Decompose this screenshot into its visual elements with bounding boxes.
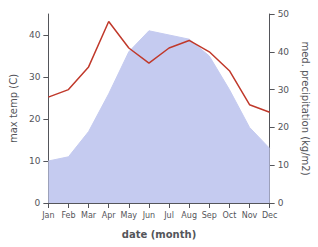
svg-text:30: 30 — [278, 85, 290, 95]
svg-text:May: May — [121, 211, 138, 220]
svg-text:10: 10 — [278, 160, 290, 170]
svg-text:date (month): date (month) — [122, 229, 196, 240]
svg-text:20: 20 — [278, 122, 290, 132]
svg-text:40: 40 — [278, 47, 290, 57]
svg-text:Mar: Mar — [81, 211, 97, 220]
svg-text:Oct: Oct — [222, 211, 236, 220]
svg-text:Nov: Nov — [242, 211, 258, 220]
svg-text:Apr: Apr — [102, 211, 117, 220]
svg-text:10: 10 — [29, 156, 41, 166]
svg-text:50: 50 — [278, 9, 290, 19]
svg-text:Aug: Aug — [181, 211, 197, 220]
svg-text:Jun: Jun — [142, 211, 156, 220]
svg-text:Feb: Feb — [61, 211, 75, 220]
svg-text:med. precipitation (kg/m2): med. precipitation (kg/m2) — [300, 41, 311, 175]
svg-text:20: 20 — [29, 114, 41, 124]
svg-text:Jan: Jan — [41, 211, 54, 220]
svg-text:30: 30 — [29, 72, 41, 82]
svg-text:0: 0 — [278, 198, 284, 208]
svg-text:Dec: Dec — [262, 211, 277, 220]
svg-text:0: 0 — [35, 198, 41, 208]
svg-text:Jul: Jul — [163, 211, 174, 220]
svg-text:40: 40 — [29, 30, 41, 40]
svg-text:Sep: Sep — [202, 211, 217, 220]
svg-text:max temp (C): max temp (C) — [8, 74, 19, 143]
